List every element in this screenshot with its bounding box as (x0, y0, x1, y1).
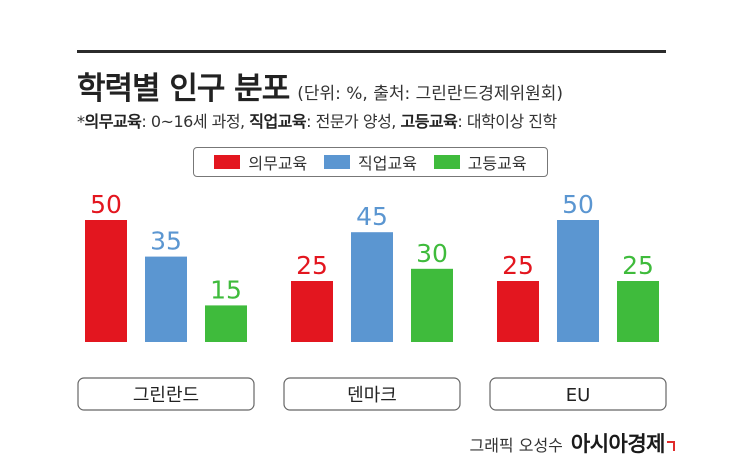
bar-3-1 (497, 281, 539, 342)
logo-mark-icon (667, 441, 675, 451)
category-label: 그린란드 (133, 385, 199, 406)
bar-1-2 (145, 256, 187, 342)
bar-1-3 (205, 305, 247, 342)
category-label: EU (566, 385, 591, 406)
bar-2-2 (351, 232, 393, 342)
footer: 그래픽 오성수 아시아경제 (469, 428, 675, 458)
data-label-1-3: 15 (210, 275, 242, 304)
legend-item-vocational: 직업교육 (324, 150, 417, 174)
legend-swatch-red (214, 155, 241, 169)
category-label-box (283, 377, 461, 411)
unit-source-note: (단위: %, 출처: 그린란드경제위원회) (297, 84, 564, 104)
data-label-3-1: 25 (502, 251, 534, 280)
note-desc-vocational: : 전문가 양성, (306, 112, 401, 131)
category-label-box (489, 377, 667, 411)
legend-swatch-green (433, 155, 460, 169)
category-label-box (77, 377, 255, 411)
note-term-higher: 고등교육 (400, 112, 458, 131)
legend-item-higher: 고등교육 (433, 150, 527, 174)
note-term-vocational: 직업교육 (249, 112, 307, 131)
note-desc-higher: : 대학이상 진학 (457, 112, 557, 131)
bar-2-1 (291, 281, 333, 342)
title-row: 학력별 인구 분포 (단위: %, 출처: 그린란드경제위원회) (77, 63, 563, 108)
note-term-compulsory: 의무교육 (84, 112, 142, 131)
graphic-credit: 그래픽 오성수 (469, 436, 563, 455)
data-label-2-2: 45 (356, 202, 388, 231)
data-label-1-1: 50 (90, 190, 122, 219)
bar-2-3 (411, 268, 453, 342)
definition-note: *의무교육: 0~16세 과정, 직업교육: 전문가 양성, 고등교육: 대학이… (77, 108, 557, 132)
legend: 의무교육 직업교육 고등교육 (193, 147, 548, 177)
note-desc-compulsory: : 0~16세 과정, (141, 112, 250, 131)
data-label-3-2: 50 (562, 190, 594, 219)
note-prefix: * (77, 112, 85, 131)
top-rule (77, 50, 666, 53)
legend-label: 의무교육 (248, 154, 308, 173)
legend-swatch-blue (324, 155, 351, 169)
category-label: 덴마크 (347, 385, 397, 406)
data-label-1-2: 35 (150, 227, 182, 256)
chart-title: 학력별 인구 분포 (77, 71, 290, 107)
bar-3-2 (557, 220, 599, 342)
bar-1-1 (85, 220, 127, 342)
bar-3-3 (617, 281, 659, 342)
legend-item-compulsory: 의무교육 (214, 150, 307, 174)
legend-label: 고등교육 (467, 154, 527, 173)
data-label-3-3: 25 (622, 251, 654, 280)
publisher-logo: 아시아경제 (570, 432, 666, 456)
legend-label: 직업교육 (358, 154, 417, 173)
data-label-2-3: 30 (416, 239, 448, 268)
data-label-2-1: 25 (296, 251, 328, 280)
